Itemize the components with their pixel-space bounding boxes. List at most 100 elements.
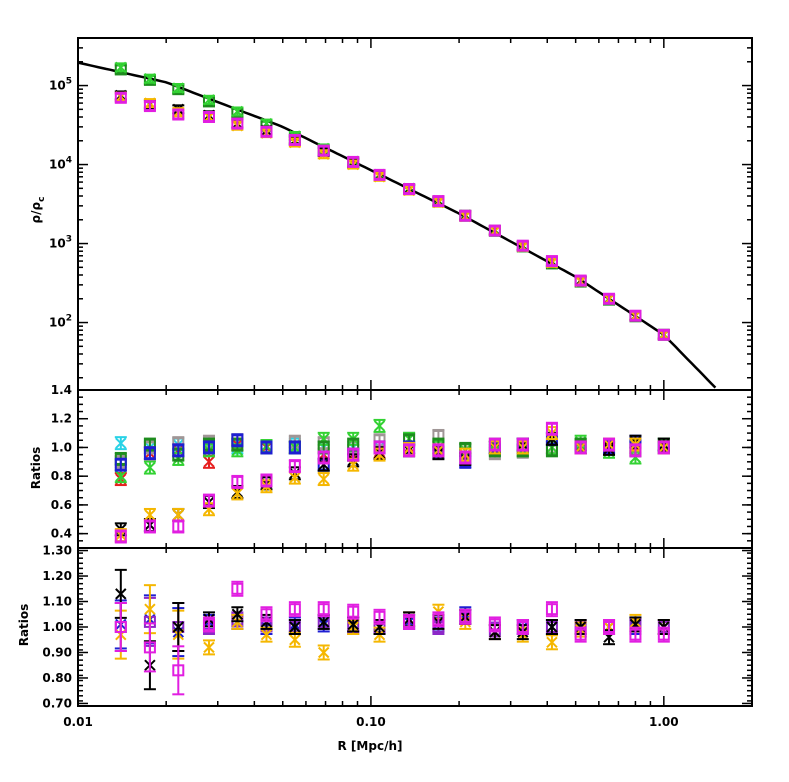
density-point-group-e [317, 144, 330, 157]
ratio2-point-orange [260, 626, 273, 643]
ratios-1-y-axis-label: Ratios [29, 447, 43, 490]
panel-1-y-tick-label: 1.4 [51, 383, 72, 397]
density-point-group-e [603, 292, 616, 305]
ratio2-point-magenta [545, 601, 558, 618]
ratio1-point-magenta [488, 437, 501, 452]
ratio2-point-black [231, 606, 244, 623]
ratio1-point-blue [260, 440, 273, 455]
panel-1-y-tick-label: 0.8 [51, 469, 72, 483]
ratio1-point-magenta [516, 437, 529, 452]
x-axis-label: R [Mpc/h] [338, 739, 403, 753]
ratio2-point-magenta [603, 619, 616, 635]
panel-0-y-tick-label: 102 [49, 314, 72, 330]
ratio2-point-orange [202, 639, 215, 656]
ratio2-point-magenta [347, 603, 360, 620]
panel-ratios-1: 0.4 0.6 0.8 1.0 1.2 1.4 Ratios [29, 383, 753, 549]
ratio2-point-magenta [172, 645, 185, 696]
panel-2-y-tick-label: 1.10 [42, 595, 72, 609]
panel-1-y-tick-label: 0.4 [51, 527, 72, 541]
ratio1-point-magenta [657, 440, 670, 455]
ratio1-point-blue [114, 457, 127, 472]
ratio1-point-magenta [143, 519, 156, 534]
ratio2-point-orange [317, 644, 330, 661]
ratio2-point-orange [545, 634, 558, 651]
density-point-group-b [231, 105, 244, 118]
ratio1-point-magenta [459, 450, 472, 465]
density-point-group-e [143, 100, 156, 113]
ratio1-point-blue [202, 440, 215, 455]
density-y-axis-label: ρ/ρc [29, 197, 47, 224]
density-point-group-e [432, 195, 445, 208]
density-point-group-b [114, 61, 127, 74]
panel-density: 102 103 104 105 ρ/ρc [29, 37, 753, 391]
ratio2-point-magenta [629, 626, 642, 643]
density-point-group-e [403, 183, 416, 196]
ratio2-point-black [288, 619, 301, 635]
ratios-1-marks [114, 418, 670, 544]
density-point-group-e [373, 168, 386, 181]
ratio2-point-magenta [231, 580, 244, 597]
ratio2-point-magenta [114, 602, 127, 652]
x-tick-label: 1.00 [649, 715, 679, 729]
panel-2-y-tick-label: 0.90 [42, 645, 72, 659]
ratio2-point-magenta [657, 626, 670, 643]
ratio2-point-magenta [516, 619, 529, 635]
ratio1-point-magenta [403, 443, 416, 458]
ratio1-point-orange [231, 486, 244, 501]
density-point-group-b [172, 82, 185, 94]
ratio1-point-magenta [114, 529, 127, 544]
ratio1-point-magenta [231, 474, 244, 489]
ratio1-point-blue [231, 433, 244, 448]
ratio1-point-magenta [629, 443, 642, 458]
panel-2-y-tick-label: 1.20 [42, 569, 72, 583]
density-point-group-e [459, 209, 472, 222]
density-point-group-e [574, 274, 587, 287]
panel-2-y-tick-label: 0.80 [42, 671, 72, 685]
ratio2-point-magenta [488, 616, 501, 633]
density-point-group-e [657, 328, 670, 341]
ratio2-point-magenta [143, 622, 156, 673]
density-point-group-e [202, 110, 215, 123]
ratio1-point-lime [143, 460, 156, 475]
ratio1-point-lime [373, 418, 386, 433]
ratio1-point-orange [172, 507, 185, 522]
x-tick-label: 0.01 [63, 715, 93, 729]
ratio2-point-magenta [403, 613, 416, 630]
panel-2-y-tick-label: 0.70 [42, 696, 72, 710]
ratio1-point-red [202, 454, 215, 469]
density-point-group-b [202, 94, 215, 106]
panel-0-y-tick-label: 105 [49, 77, 72, 93]
density-axes: 102 103 104 105 [49, 37, 753, 391]
density-point-group-e [172, 108, 185, 121]
ratio1-point-magenta [202, 493, 215, 508]
panel-2-y-tick-label: 1.30 [42, 544, 72, 558]
ratio2-point-magenta [459, 608, 472, 625]
density-marks [77, 61, 717, 389]
density-point-group-e [516, 239, 529, 252]
density-point-group-b [143, 73, 156, 85]
ratio1-point-magenta [432, 443, 445, 458]
ratio1-point-cyan [114, 436, 127, 451]
panel-0-y-tick-label: 103 [49, 235, 72, 251]
ratio1-point-blue [143, 446, 156, 461]
ratio1-point-magenta [172, 519, 185, 534]
density-point-group-e [231, 117, 244, 130]
density-point-group-e [260, 125, 273, 138]
x-axis: 0.01 0.10 1.00 [63, 715, 678, 729]
panel-0-y-tick-label: 104 [49, 156, 72, 172]
panel-1-y-tick-label: 1.2 [51, 412, 72, 426]
ratio2-point-magenta [288, 601, 301, 618]
density-point-group-e [114, 91, 127, 104]
ratio2-point-magenta [373, 608, 386, 625]
density-point-group-e [347, 155, 360, 168]
ratio1-point-magenta [545, 421, 558, 436]
ratio2-point-magenta [317, 601, 330, 618]
ratio2-point-magenta [202, 616, 215, 633]
panel-ratios-2: 0.70 0.80 0.90 1.00 1.10 1.20 1.30 Ratios [17, 544, 753, 710]
ratios-2-axes: 0.70 0.80 0.90 1.00 1.10 1.20 1.30 [42, 544, 753, 710]
ratio2-point-black [172, 602, 185, 652]
ratios-2-y-axis-label: Ratios [17, 604, 31, 647]
ratio2-point-magenta [574, 626, 587, 643]
density-point-group-e [545, 255, 558, 268]
